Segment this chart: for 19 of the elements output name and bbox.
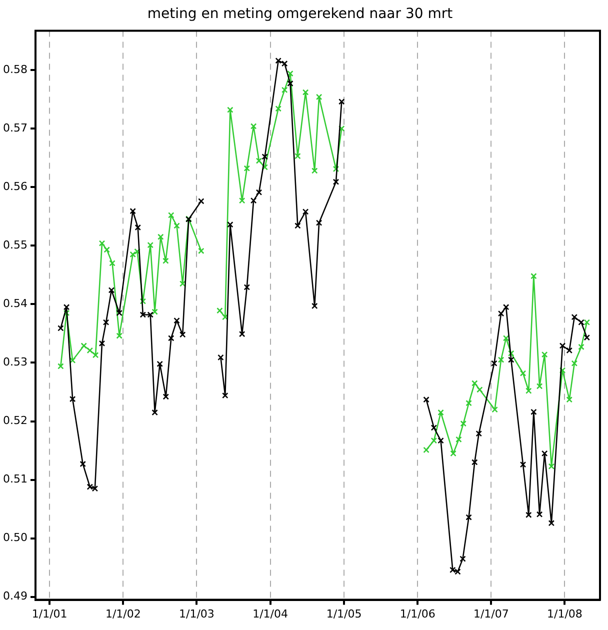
y-tick-label: 0.54 (2, 297, 28, 310)
y-tick-label: 0.53 (2, 356, 28, 369)
x-tick-label: 1/1/06 (400, 607, 436, 620)
chart-title: meting en meting omgerekend naar 30 mrt (147, 6, 454, 22)
x-tick-label: 1/1/05 (326, 607, 362, 620)
x-tick-label: 1/1/08 (547, 607, 582, 620)
y-tick-label: 0.51 (2, 472, 28, 486)
y-tick-label: 0.58 (2, 62, 28, 76)
y-tick-label: 0.55 (2, 238, 28, 252)
y-tick-label: 0.56 (2, 180, 28, 193)
y-tick-label: 0.57 (2, 121, 28, 134)
x-tick-label: 1/1/01 (32, 607, 68, 620)
y-tick-label: 0.50 (2, 531, 28, 544)
x-tick-label: 1/1/04 (252, 607, 288, 620)
y-tick-label: 0.52 (2, 414, 28, 428)
y-tick-label: 0.49 (2, 590, 28, 603)
x-tick-label: 1/1/03 (179, 607, 214, 620)
x-tick-label: 1/1/02 (105, 607, 141, 620)
x-tick-label: 1/1/07 (473, 607, 509, 620)
